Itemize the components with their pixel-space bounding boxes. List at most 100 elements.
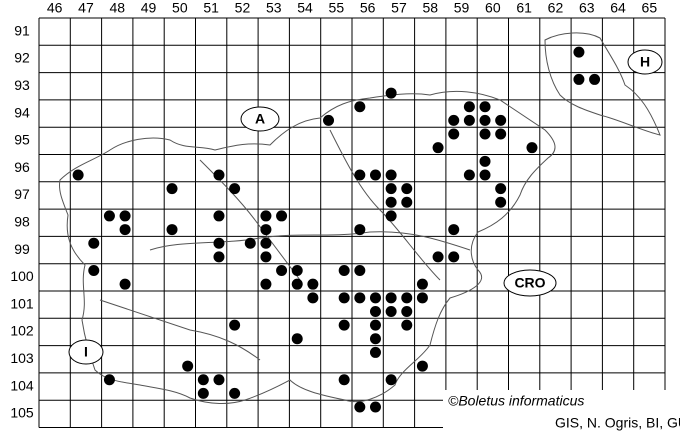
record-dot [291,278,303,290]
region-label: CRO [514,275,545,291]
row-label: 100 [10,268,34,284]
region-oval [627,49,663,75]
row-label: 101 [10,295,34,311]
column-label: 49 [141,0,157,16]
column-label: 55 [329,0,345,16]
record-dot [448,128,460,140]
column-label: 46 [47,0,63,16]
record-dot [166,183,178,195]
row-label: 92 [14,50,30,66]
record-dot [479,155,491,167]
column-label: 62 [548,0,564,16]
record-dot [479,114,491,126]
record-dot [338,319,350,331]
row-label: 93 [14,77,30,93]
column-label: 61 [516,0,532,16]
record-dot [260,224,272,236]
record-dot [369,169,381,181]
row-label: 105 [10,405,34,421]
record-dot [416,292,428,304]
record-dot [307,278,319,290]
record-dot [229,183,241,195]
row-label: 103 [10,350,34,366]
record-dot [291,265,303,277]
record-dot [495,128,507,140]
record-dot [385,183,397,195]
row-label: 95 [14,132,30,148]
column-label: 60 [485,0,501,16]
record-dot [307,292,319,304]
record-dot [432,251,444,263]
record-dot [369,333,381,345]
record-dot [260,210,272,222]
record-dot [276,210,288,222]
record-dot [323,114,335,126]
record-dot [354,101,366,113]
record-dot [495,196,507,208]
record-dot [260,278,272,290]
record-dot [197,387,209,399]
record-dot [448,114,460,126]
record-dot [448,224,460,236]
record-dot [260,237,272,249]
column-label: 65 [642,0,658,16]
column-label: 53 [266,0,282,16]
row-label: 96 [14,159,30,175]
column-label: 52 [235,0,251,16]
record-dot [369,292,381,304]
column-label: 48 [109,0,125,16]
record-dot [463,101,475,113]
record-dot [385,210,397,222]
record-dot [213,374,225,386]
record-dot [260,251,272,263]
record-dot [369,319,381,331]
record-dot [385,169,397,181]
record-dot [291,333,303,345]
labels: A H I CRO [68,49,663,365]
record-dot [573,73,585,85]
record-dot [244,237,256,249]
record-dot [354,292,366,304]
record-dot [385,305,397,317]
record-dot [354,265,366,277]
row-label: 94 [14,104,30,120]
caption-backdrop [443,390,668,430]
record-dot [276,265,288,277]
column-label: 50 [172,0,188,16]
record-dot [479,169,491,181]
record-dot [526,142,538,154]
record-dot [401,183,413,195]
region-label: I [84,344,88,360]
record-dot [182,360,194,372]
record-dot [72,169,84,181]
grid: 46 47 48 49 50 51 52 53 54 55 56 57 58 59 60 61 62 63 64 65… [10,0,666,428]
row-label: 91 [14,22,30,38]
record-dot [354,224,366,236]
record-dot [385,292,397,304]
record-dot [495,183,507,195]
record-dot [338,292,350,304]
column-label: 57 [391,0,407,16]
record-dot [88,237,100,249]
record-dot [166,224,178,236]
row-label: 99 [14,241,30,257]
column-label: 63 [579,0,595,16]
column-label: 51 [203,0,219,16]
record-dot [401,305,413,317]
river [99,129,471,361]
record-dot [416,360,428,372]
record-dot [369,401,381,413]
record-dot [338,265,350,277]
records [72,46,601,413]
record-dot [338,374,350,386]
record-dot [213,169,225,181]
region-oval [68,339,104,365]
record-dot [213,237,225,249]
copyright: ©Boletus informaticus [448,393,584,409]
record-dot [103,210,115,222]
record-dot [589,73,601,85]
record-dot [401,196,413,208]
column-label: 59 [454,0,470,16]
record-dot [119,278,131,290]
